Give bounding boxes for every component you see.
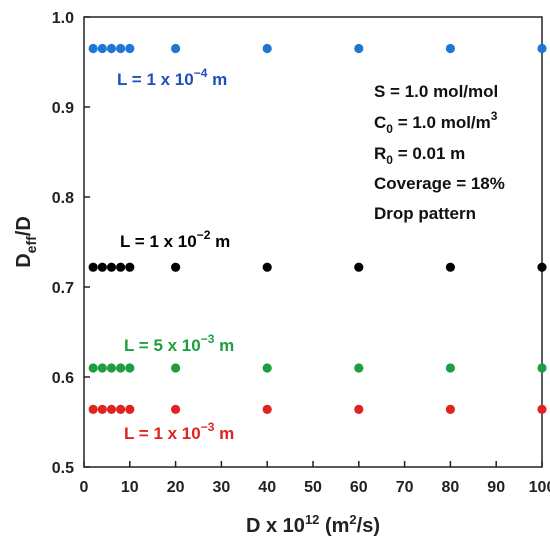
data-point-series-3: [116, 404, 126, 414]
x-tick-label: 60: [350, 479, 368, 496]
annotation-pattern: Drop pattern: [374, 204, 476, 223]
series-label-green: L = 5 x 10−3 m: [124, 332, 234, 355]
series-label-red: L = 1 x 10−3 m: [124, 420, 234, 443]
data-point-series-3: [125, 404, 135, 414]
data-point-series-0: [125, 43, 135, 54]
data-point-series-0: [116, 43, 126, 54]
data-point-series-1: [88, 262, 98, 272]
parameter-annotations: S = 1.0 mol/mol C0 = 1.0 mol/m3 R0 = 0.0…: [374, 82, 505, 223]
data-point-series-3: [171, 404, 181, 414]
data-point-series-2: [262, 363, 272, 373]
x-tick-label: 0: [80, 479, 89, 496]
data-point-series-1: [116, 262, 126, 272]
data-point-series-1: [262, 262, 272, 272]
data-point-series-0: [106, 43, 117, 54]
data-point-series-2: [88, 363, 98, 373]
annotation-concentration: C0 = 1.0 mol/m3: [374, 109, 498, 136]
series-label-black: L = 1 x 10−2 m: [120, 228, 230, 251]
x-tick-label: 70: [396, 479, 414, 496]
x-axis-title: D x 1012 (m2/s): [246, 512, 380, 537]
data-point-series-0: [354, 43, 364, 54]
data-point-series-3: [537, 404, 547, 414]
data-point-series-2: [106, 363, 117, 373]
data-point-series-3: [106, 404, 117, 414]
x-tick-label: 30: [213, 479, 231, 496]
x-tick-label: 10: [121, 479, 139, 496]
data-point-series-3: [354, 404, 364, 414]
data-point-series-0: [537, 43, 547, 54]
x-tick-label: 40: [258, 479, 276, 496]
y-tick-label: 0.7: [52, 280, 74, 297]
data-point-series-2: [354, 363, 364, 373]
data-point-series-2: [116, 363, 126, 373]
x-tick-label: 50: [304, 479, 322, 496]
data-point-series-2: [537, 363, 547, 373]
data-point-series-1: [171, 262, 181, 272]
y-tick-label: 0.5: [52, 460, 74, 477]
data-point-series-3: [97, 404, 107, 414]
data-point-series-0: [445, 43, 455, 54]
data-point-series-0: [88, 43, 98, 54]
x-tick-label: 20: [167, 479, 185, 496]
y-tick-label: 0.9: [52, 100, 74, 117]
data-point-series-2: [445, 363, 455, 373]
x-axis: 0 10 20 30 40 50 60 70 80 90 100: [80, 461, 550, 496]
series-label-blue: L = 1 x 10−4 m: [117, 66, 227, 89]
x-tick-label: 80: [442, 479, 460, 496]
data-point-series-2: [97, 363, 107, 373]
y-tick-label: 1.0: [52, 10, 74, 27]
annotation-selectivity: S = 1.0 mol/mol: [374, 82, 498, 101]
annotation-coverage: Coverage = 18%: [374, 174, 505, 193]
x-tick-label: 90: [487, 479, 505, 496]
data-point-series-1: [445, 262, 455, 272]
data-point-series-0: [262, 43, 272, 54]
annotation-radius: R0 = 0.01 m: [374, 144, 465, 167]
data-points: [88, 43, 547, 414]
data-point-series-1: [97, 262, 107, 272]
y-tick-label: 0.8: [52, 190, 74, 207]
data-point-series-0: [97, 43, 107, 54]
y-tick-label: 0.6: [52, 370, 74, 387]
data-point-series-1: [125, 262, 135, 272]
data-point-series-3: [445, 404, 455, 414]
data-point-series-1: [106, 262, 117, 272]
x-tick-label: 100: [529, 479, 550, 496]
y-axis-title: Deff/D: [13, 216, 39, 268]
data-point-series-2: [171, 363, 181, 373]
data-point-series-2: [125, 363, 135, 373]
data-point-series-3: [88, 404, 98, 414]
data-point-series-3: [262, 404, 272, 414]
data-point-series-1: [354, 262, 364, 272]
data-point-series-1: [537, 262, 547, 272]
data-point-series-0: [171, 43, 181, 54]
y-axis: 0.5 0.6 0.7 0.8 0.9 1.0: [52, 10, 90, 477]
